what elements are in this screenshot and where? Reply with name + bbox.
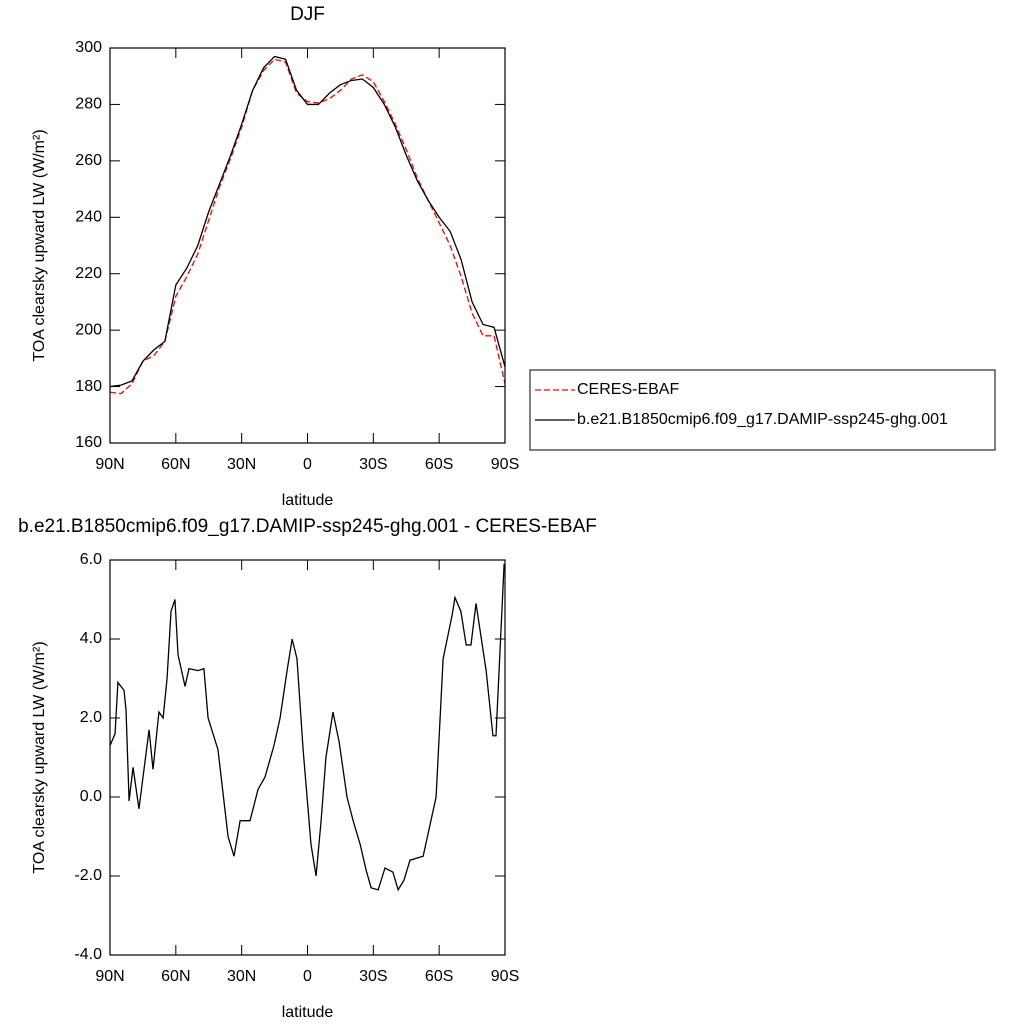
chart-title: DJF [290,4,325,25]
plot-frame [109,559,506,956]
y-tick-label: 4.0 [80,630,102,647]
x-tick-label: 60S [425,968,453,985]
y-tick-label: 200 [75,321,102,338]
legend-label: b.e21.B1850cmip6.f09_g17.DAMIP-ssp245-gh… [577,411,948,428]
y-axis-label: TOA clearsky upward LW (W/m²) [31,129,48,361]
y-tick-label: 220 [75,265,102,282]
y-tick-label: -2.0 [74,867,102,884]
x-tick-label: 60N [161,456,190,473]
x-tick-label: 60S [425,456,453,473]
data-line [109,55,506,388]
legend-label: CERES-EBAF [577,381,679,398]
x-tick-label: 30N [227,968,256,985]
plot-frame [109,47,506,444]
y-tick-label: 300 [75,39,102,56]
x-tick-label: 30S [359,968,387,985]
x-tick-label: 60N [161,968,190,985]
data-line [109,58,506,395]
chart-title: b.e21.B1850cmip6.f09_g17.DAMIP-ssp245-gh… [18,516,597,537]
y-tick-label: -4.0 [74,946,102,963]
x-tick-label: 30N [227,456,256,473]
y-tick-label: 180 [75,378,102,395]
x-tick-label: 90S [491,456,519,473]
x-tick-label: 90N [95,968,124,985]
x-tick-label: 90S [491,968,519,985]
x-tick-label: 0 [303,456,312,473]
x-axis-label: latitude [282,1004,334,1021]
x-axis-label: latitude [282,492,334,509]
legend-box [529,369,996,451]
x-tick-label: 30S [359,456,387,473]
y-tick-label: 2.0 [80,709,102,726]
y-tick-label: 240 [75,209,102,226]
y-tick-label: 280 [75,96,102,113]
x-tick-label: 90N [95,456,124,473]
x-tick-label: 0 [303,968,312,985]
y-tick-label: 260 [75,152,102,169]
y-axis-label: TOA clearsky upward LW (W/m²) [31,641,48,873]
y-tick-label: 6.0 [80,551,102,568]
y-tick-label: 0.0 [80,788,102,805]
y-tick-label: 160 [75,434,102,451]
data-line [109,563,505,892]
